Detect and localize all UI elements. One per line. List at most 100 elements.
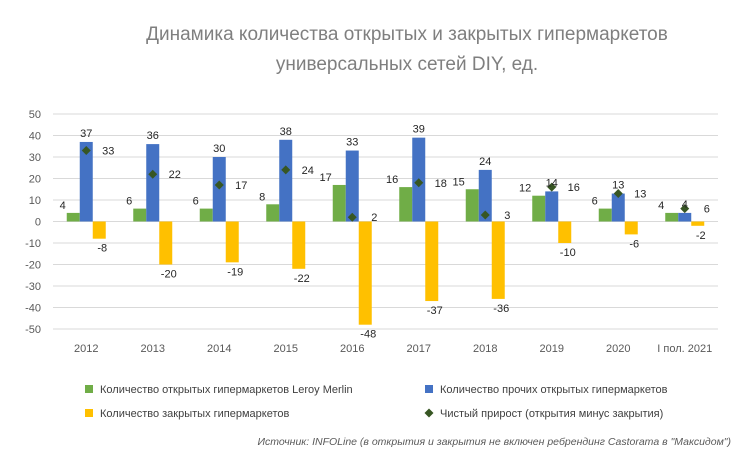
bar bbox=[266, 204, 280, 222]
bar bbox=[558, 221, 572, 243]
bars bbox=[66, 137, 705, 325]
data-label: -37 bbox=[427, 305, 443, 317]
marker-point bbox=[680, 204, 690, 214]
bar bbox=[159, 221, 173, 265]
marker-label: 3 bbox=[504, 210, 510, 222]
y-tick-label: 10 bbox=[29, 195, 41, 207]
data-label: -6 bbox=[629, 238, 639, 250]
bar bbox=[491, 221, 505, 299]
marker-label: 6 bbox=[704, 204, 710, 216]
bar bbox=[279, 139, 293, 222]
marker-point bbox=[414, 178, 424, 188]
marker-label: 22 bbox=[169, 169, 181, 181]
y-tick-label: -30 bbox=[25, 281, 41, 293]
chart-title-line2: универсальных сетей DIY, ед. bbox=[276, 54, 538, 75]
x-tick-label: 2013 bbox=[141, 343, 165, 355]
data-label: -19 bbox=[227, 266, 243, 278]
bar bbox=[665, 212, 679, 222]
data-label: 4 bbox=[60, 200, 66, 212]
marker-point bbox=[347, 212, 357, 222]
data-label: -48 bbox=[360, 329, 376, 341]
bar bbox=[146, 144, 160, 222]
bar bbox=[532, 195, 546, 222]
marker-point bbox=[547, 182, 557, 192]
bar bbox=[225, 221, 239, 263]
marker-point bbox=[81, 146, 91, 156]
x-tick-label: 2019 bbox=[540, 343, 564, 355]
data-labels: 437-833636-2022630-1917838-22241733-4821… bbox=[60, 124, 710, 341]
marker-point bbox=[480, 210, 490, 220]
bar bbox=[611, 193, 625, 222]
bar bbox=[598, 208, 612, 222]
data-label: 17 bbox=[320, 172, 332, 184]
data-label: 39 bbox=[413, 124, 425, 136]
marker-point bbox=[281, 165, 291, 175]
bar bbox=[199, 208, 213, 222]
legend-swatch bbox=[85, 409, 93, 417]
data-label: -10 bbox=[560, 247, 576, 259]
bar bbox=[332, 184, 346, 222]
marker-label: 13 bbox=[634, 189, 646, 201]
data-label: -22 bbox=[294, 273, 310, 285]
data-label: -20 bbox=[161, 269, 177, 281]
marker-label: 24 bbox=[302, 165, 314, 177]
marker-label: 2 bbox=[371, 212, 377, 224]
y-tick-label: -10 bbox=[25, 238, 41, 250]
marker-point bbox=[613, 189, 623, 199]
data-label: 4 bbox=[658, 200, 664, 212]
net-growth-markers bbox=[81, 146, 690, 222]
legend-label: Чистый прирост (открытия минус закрытия) bbox=[440, 408, 663, 420]
bar bbox=[133, 208, 147, 222]
bar bbox=[399, 187, 413, 222]
legend: Количество открытых гипермаркетов Leroy … bbox=[85, 384, 668, 420]
y-tick-label: 0 bbox=[35, 217, 41, 229]
legend-label: Количество открытых гипермаркетов Leroy … bbox=[100, 384, 353, 396]
y-tick-label: 40 bbox=[29, 131, 41, 143]
marker-point bbox=[148, 169, 158, 179]
bar bbox=[92, 221, 106, 239]
marker-point bbox=[214, 180, 224, 190]
bar bbox=[358, 221, 372, 325]
marker-label: 33 bbox=[102, 146, 114, 158]
y-tick-label: -20 bbox=[25, 260, 41, 272]
bar bbox=[465, 189, 479, 222]
x-axis: 2012 2013 2014 2015 2016 2017 2018 2019 2020 I по… bbox=[74, 343, 712, 355]
x-tick-label: 2015 bbox=[274, 343, 298, 355]
y-axis: -50 -40 -30 -20 -10 0 10 20 30 40 50 bbox=[25, 109, 41, 336]
bar bbox=[79, 141, 93, 222]
bar bbox=[624, 221, 638, 235]
x-tick-label: 2016 bbox=[340, 343, 364, 355]
bar bbox=[545, 191, 559, 222]
y-tick-label: -50 bbox=[25, 324, 41, 336]
legend-swatch bbox=[425, 385, 433, 393]
bar bbox=[66, 212, 80, 222]
data-label: 37 bbox=[80, 128, 92, 140]
data-label: -36 bbox=[493, 303, 509, 315]
legend-swatch bbox=[85, 385, 93, 393]
data-label: 6 bbox=[193, 196, 199, 208]
x-tick-label: 2018 bbox=[473, 343, 497, 355]
data-label: 13 bbox=[612, 180, 624, 192]
data-label: 4 bbox=[682, 199, 688, 211]
bar bbox=[678, 212, 692, 222]
data-label: 36 bbox=[147, 130, 159, 142]
marker-label: 18 bbox=[435, 178, 447, 190]
data-label: 8 bbox=[259, 191, 265, 203]
data-label: 30 bbox=[213, 143, 225, 155]
data-label: 24 bbox=[479, 156, 491, 168]
data-label: 12 bbox=[519, 183, 531, 195]
legend-label: Количество прочих открытых гипермаркетов bbox=[440, 384, 668, 396]
data-label: 33 bbox=[346, 137, 358, 149]
data-label: 16 bbox=[386, 174, 398, 186]
x-tick-label: 2017 bbox=[407, 343, 431, 355]
data-label: 6 bbox=[126, 196, 132, 208]
data-label: -2 bbox=[696, 230, 706, 242]
y-tick-label: 30 bbox=[29, 152, 41, 164]
legend-marker bbox=[424, 408, 434, 418]
data-label: -8 bbox=[97, 243, 107, 255]
x-tick-label: 2020 bbox=[606, 343, 630, 355]
marker-label: 17 bbox=[235, 180, 247, 192]
y-tick-label: 20 bbox=[29, 174, 41, 186]
data-label: 14 bbox=[546, 177, 558, 189]
